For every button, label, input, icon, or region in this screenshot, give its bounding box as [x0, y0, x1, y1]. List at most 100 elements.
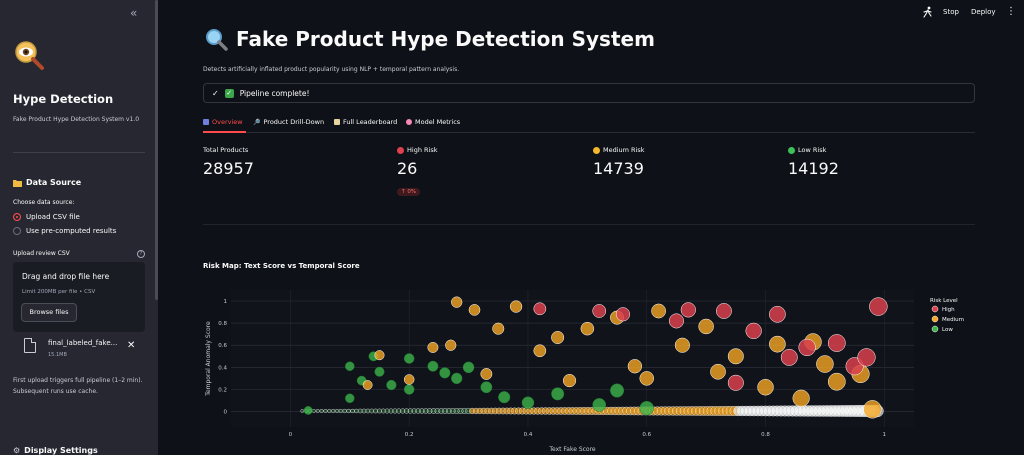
data-point-medium — [362, 380, 373, 390]
data-point-high — [680, 302, 696, 318]
risk-scatter-chart[interactable]: 0 0.2 0.4 0.6 0.8 1 0 0.2 0.4 0.6 0.8 1 Text Fake Sc… — [158, 280, 1024, 455]
data-point — [354, 408, 359, 414]
stop-button[interactable]: Stop — [943, 8, 959, 16]
x-tick-label: 0.4 — [524, 432, 533, 438]
data-point-medium — [492, 322, 505, 335]
data-point — [323, 409, 328, 413]
data-point-medium — [863, 400, 882, 419]
top-header: Stop Deploy ⋮ — [158, 0, 1024, 26]
data-point — [315, 409, 320, 413]
data-point-high — [780, 348, 798, 366]
data-point — [426, 408, 433, 414]
folder-icon — [13, 179, 22, 187]
data-point-medium — [698, 318, 714, 335]
data-point — [311, 409, 316, 413]
x-tick-label: 0 — [289, 432, 293, 438]
data-point-medium — [480, 368, 493, 380]
metric-high-value: 26 — [397, 159, 418, 178]
metric-medium-value: 14739 — [593, 159, 644, 178]
data-point — [327, 408, 332, 413]
legend-label-high: High — [942, 307, 955, 313]
deploy-button[interactable]: Deploy — [971, 8, 996, 16]
main-menu-icon[interactable]: ⋮ — [1006, 6, 1016, 17]
data-point — [380, 408, 386, 414]
x-tick-label: 0.8 — [761, 432, 770, 438]
data-point-low — [439, 367, 451, 379]
radio-precomputed[interactable]: Use pre-computed results — [13, 227, 116, 235]
radio-upload-csv[interactable]: Upload CSV file — [13, 213, 80, 221]
legend-title: Risk Level — [930, 298, 958, 304]
clipboard-icon — [334, 119, 340, 125]
browse-files-button[interactable]: Browse files — [21, 303, 77, 322]
chart-heading: Risk Map: Text Score vs Temporal Score — [203, 262, 360, 270]
upload-label: Upload review CSV — [13, 250, 70, 257]
legend-label-low: Low — [942, 327, 953, 333]
yellow-circle-icon — [593, 146, 600, 154]
data-point — [319, 409, 324, 413]
data-point — [430, 408, 437, 414]
remove-file-icon[interactable]: ✕ — [127, 340, 136, 351]
data-point-high — [769, 305, 786, 323]
data-point-low — [498, 391, 511, 404]
data-point — [415, 408, 421, 414]
data-point-high — [745, 322, 762, 340]
data-point-low — [403, 353, 415, 364]
y-tick-label: 1 — [224, 299, 228, 305]
green-circle-icon — [788, 146, 795, 154]
data-point — [300, 409, 305, 413]
data-point-medium — [551, 331, 565, 345]
data-point — [338, 408, 343, 414]
chart-icon — [203, 119, 209, 125]
data-point — [407, 408, 413, 414]
tab-overview[interactable]: Overview — [203, 118, 243, 126]
data-point — [357, 408, 363, 414]
sidebar-scrollbar[interactable] — [155, 0, 158, 300]
data-point-high — [533, 302, 547, 316]
check-box-icon: ✓ — [224, 88, 234, 98]
data-point-low — [610, 383, 625, 398]
collapse-sidebar-icon[interactable]: « — [130, 6, 138, 20]
section-divider — [203, 224, 975, 225]
metric-high: High Risk 26 ↑ 0% — [397, 146, 437, 197]
data-point-low — [303, 406, 313, 415]
gear-icon: ⚙ — [13, 446, 21, 455]
sidebar: « Hype Detection Fake Product Hype Detec… — [0, 0, 158, 455]
main-content: Fake Product Hype Detection System Detec… — [158, 0, 1024, 455]
data-source-heading: Data Source — [13, 178, 81, 187]
uploaded-file: final_labeled_fake... 15.1MB ✕ — [24, 336, 144, 362]
data-point — [384, 408, 390, 414]
display-settings-heading: ⚙ Display Settings — [13, 446, 98, 455]
tab-product-drill-down[interactable]: 🔎 Product Drill-Down — [253, 118, 325, 126]
data-point-medium — [580, 321, 595, 336]
data-point-high — [592, 304, 607, 318]
data-point — [369, 408, 375, 414]
data-point-high — [798, 338, 816, 357]
data-point — [373, 408, 378, 414]
y-tick-label: 0.2 — [218, 387, 227, 393]
data-point-low — [551, 387, 565, 401]
data-point — [342, 408, 347, 414]
data-point-medium — [792, 389, 810, 407]
brain-icon — [406, 119, 412, 125]
data-point-low — [374, 366, 385, 377]
data-point-medium — [445, 339, 457, 351]
tab-full-leaderboard[interactable]: Full Leaderboard — [334, 118, 397, 126]
help-icon[interactable]: ? — [137, 250, 145, 258]
success-alert: ✓ ✓ Pipeline complete! — [203, 83, 975, 103]
metric-high-label: High Risk — [397, 146, 437, 154]
data-point-medium — [533, 344, 547, 358]
data-point-medium — [374, 350, 385, 361]
data-point-medium — [509, 300, 523, 313]
metric-high-delta: ↑ 0% — [397, 188, 421, 196]
data-point — [365, 408, 371, 414]
data-point — [400, 408, 406, 414]
tab-model-metrics[interactable]: Model Metrics — [406, 118, 460, 126]
data-point-medium — [674, 337, 690, 353]
legend-marker-high — [931, 305, 939, 313]
data-point-medium — [710, 363, 726, 380]
data-point-high — [615, 307, 631, 322]
file-dropzone[interactable]: Drag and drop file here Limit 200MB per … — [13, 262, 145, 332]
x-tick-label: 0.2 — [405, 432, 414, 438]
data-point-medium — [727, 348, 744, 365]
